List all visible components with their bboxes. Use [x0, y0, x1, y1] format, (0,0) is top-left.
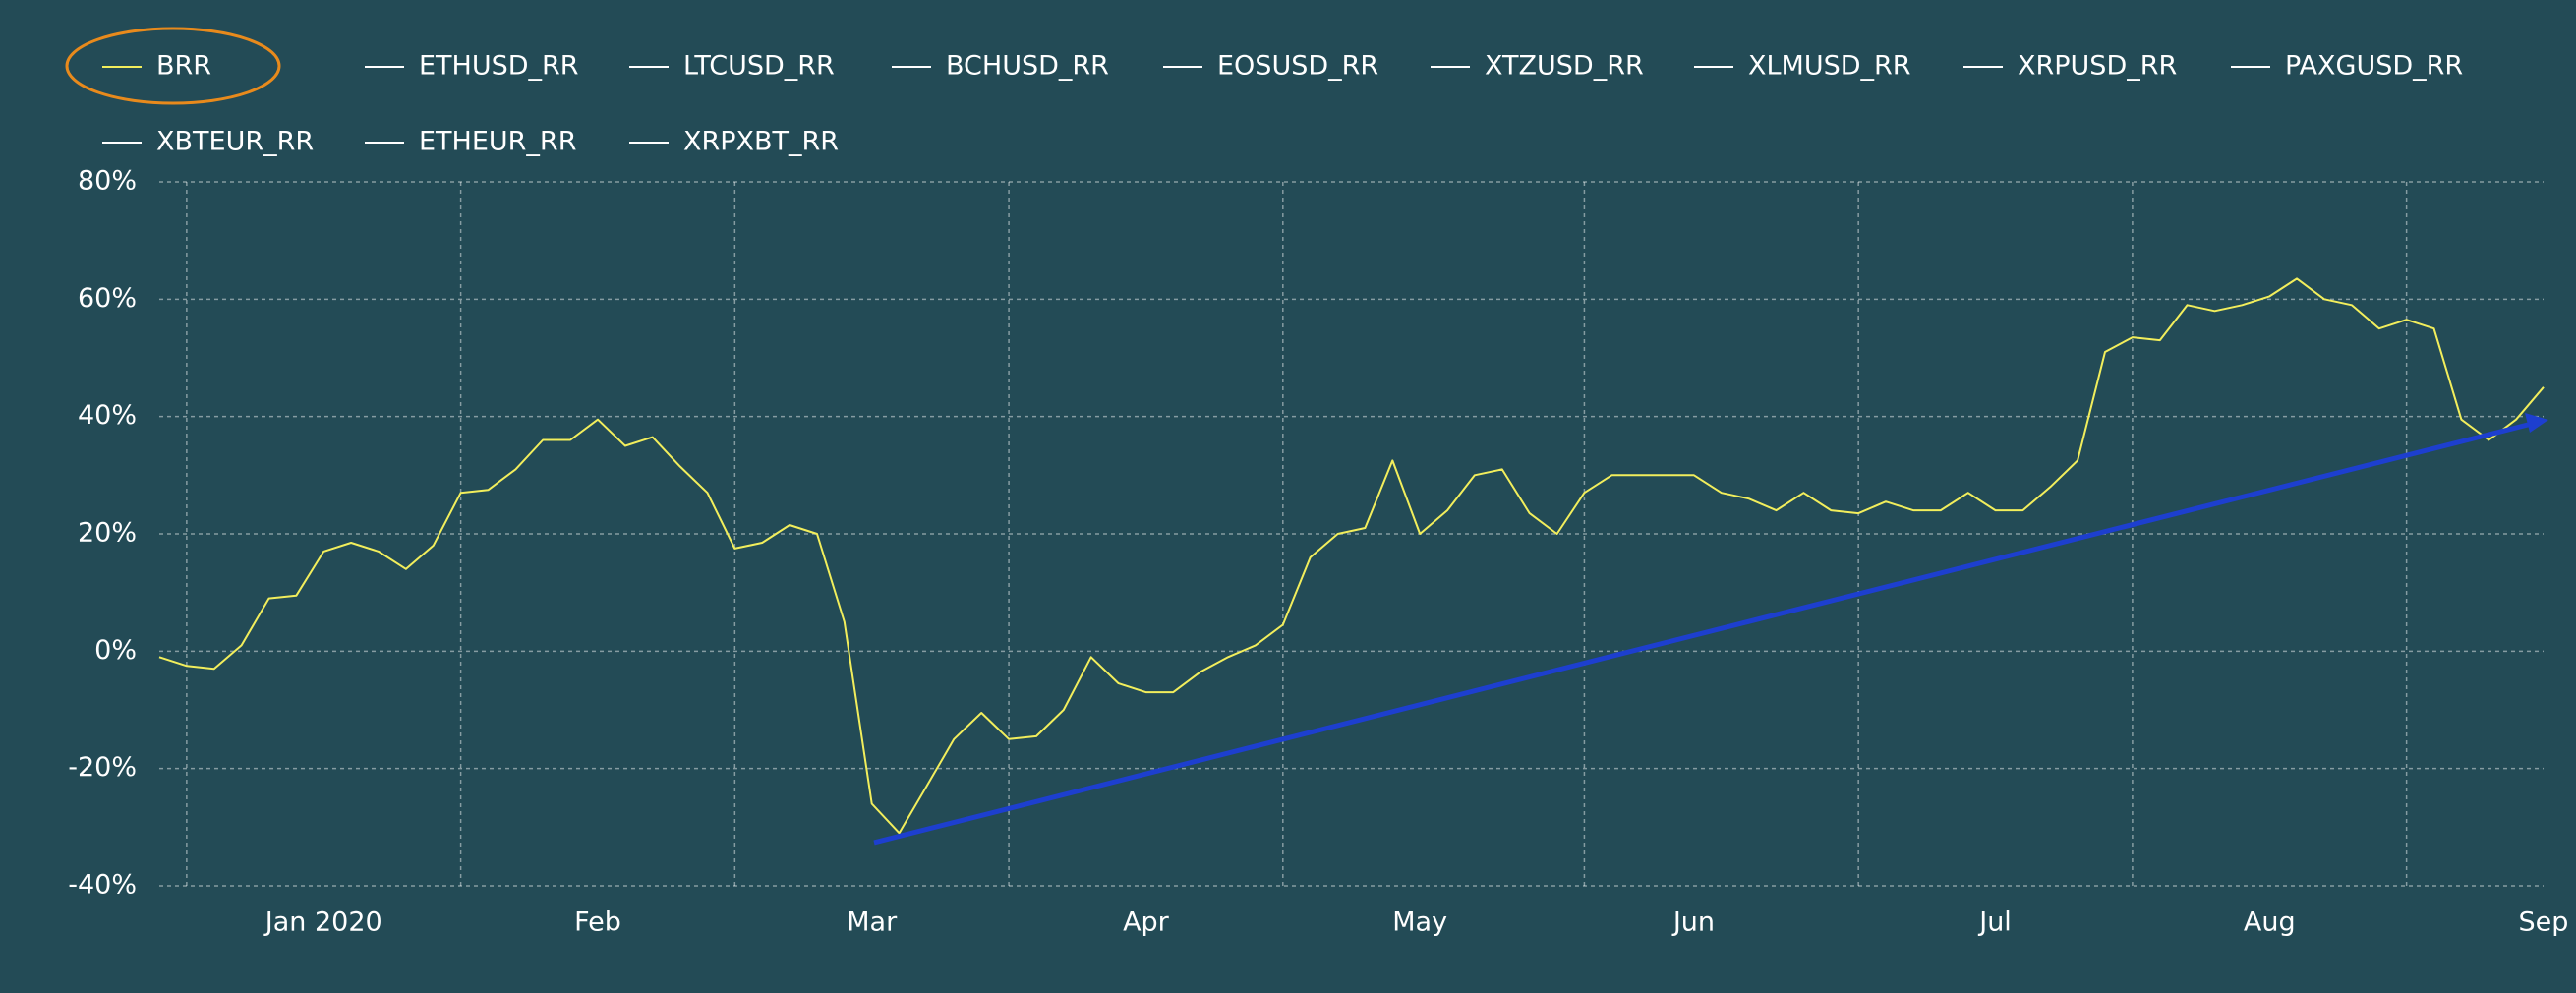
y-tick-label: 20%: [78, 518, 137, 549]
y-tick-label: 40%: [78, 400, 137, 431]
legend-label: ETHEUR_RR: [419, 127, 576, 157]
x-tick-label: Jul: [1977, 907, 2012, 938]
legend-label: XTZUSD_RR: [1485, 51, 1644, 82]
arrow-head: [2525, 413, 2548, 433]
x-tick-label: Jun: [1671, 907, 1715, 938]
legend-label: LTCUSD_RR: [683, 51, 835, 82]
legend-label: PAXGUSD_RR: [2285, 51, 2463, 82]
x-tick-label: May: [1392, 907, 1447, 938]
x-tick-label: Feb: [574, 907, 621, 938]
x-tick-label: Jan 2020: [263, 907, 382, 938]
legend-label: XRPUSD_RR: [2018, 51, 2177, 82]
y-tick-label: 60%: [78, 283, 137, 314]
legend-label: BRR: [156, 51, 211, 82]
x-tick-label: Mar: [847, 907, 898, 938]
legend-label: XRPXBT_RR: [683, 127, 839, 157]
legend-label: EOSUSD_RR: [1217, 51, 1378, 82]
legend-label: BCHUSD_RR: [946, 51, 1109, 82]
highlight-circle: [65, 27, 281, 105]
x-tick-label: Aug: [2244, 907, 2296, 938]
trend-arrow: [873, 421, 2533, 846]
plot: 80% 60% 40% 20% 0% -20% -40% Jan 2020 Feb Mar Apr M…: [68, 51, 2568, 938]
y-tick-label: -40%: [68, 870, 137, 901]
x-tick-label: Sep: [2519, 907, 2569, 938]
legend-label: XLMUSD_RR: [1748, 51, 1911, 82]
legend-label: ETHUSD_RR: [419, 51, 579, 82]
y-tick-label: 80%: [78, 166, 137, 197]
y-tick-label: -20%: [68, 752, 137, 783]
x-tick-label: Apr: [1123, 907, 1170, 938]
data-line: [158, 277, 2545, 835]
legend-label: XBTEUR_RR: [156, 127, 314, 157]
y-tick-label: 0%: [94, 635, 137, 666]
